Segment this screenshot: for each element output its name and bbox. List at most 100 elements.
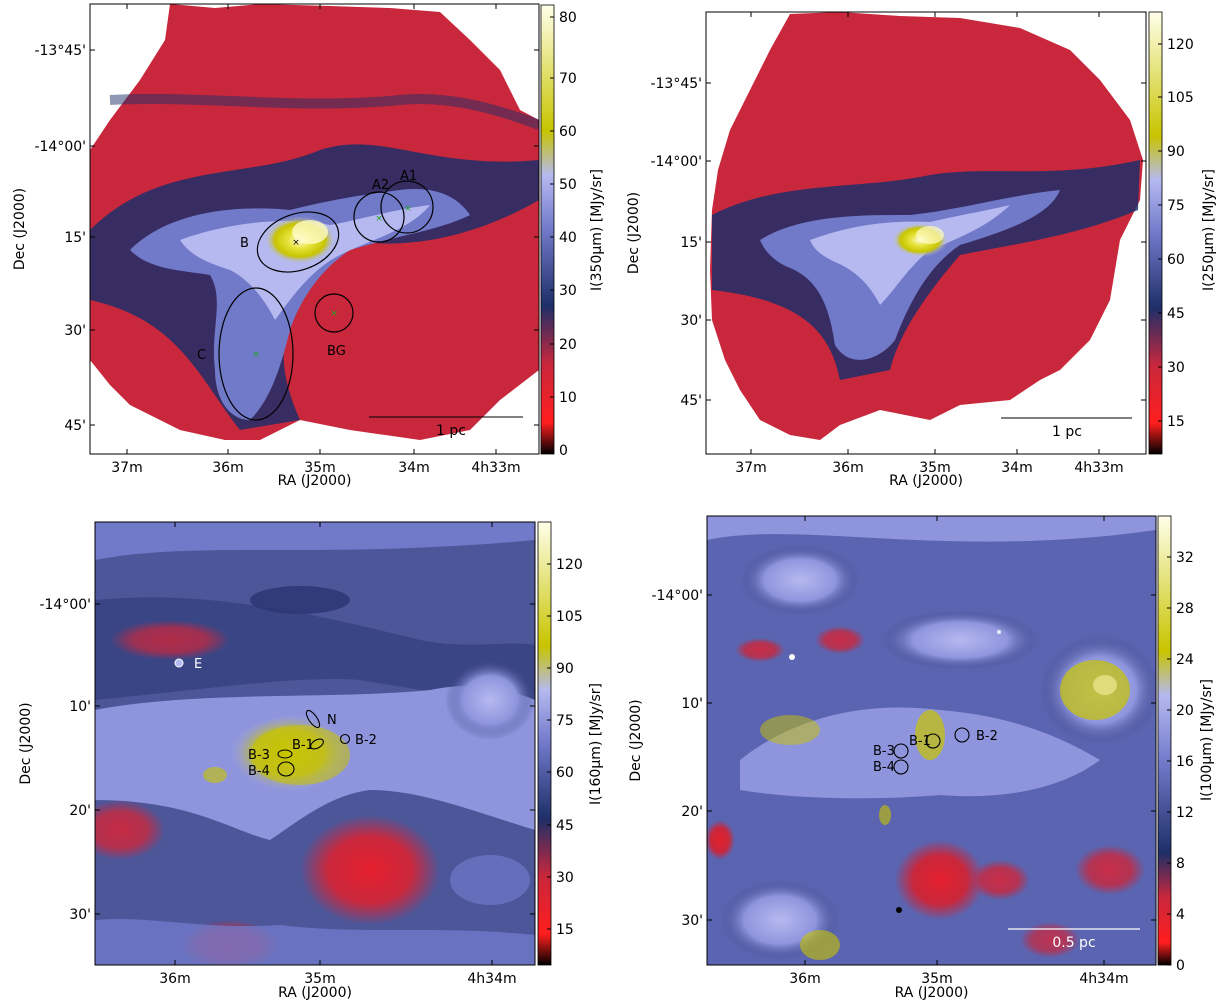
colorbar-tick-label: 30: [559, 283, 577, 299]
colorbar-tick-label: 12: [1176, 805, 1194, 821]
axes: 37m 36m 35m 34m 4h33m -13°45' -14°00' 15' 30' 45'…: [12, 4, 539, 489]
x-axis-label: RA (J2000): [895, 985, 969, 1001]
colorbar-tick-label: 75: [556, 713, 574, 729]
region-label-B-2: B-2: [355, 733, 377, 748]
colorbar-tick-label: 32: [1176, 550, 1194, 566]
colorbar-label: I(350μm) [MJy/sr]: [589, 169, 605, 291]
scalebar-label: 1 pc: [436, 423, 466, 439]
region-B-1-ellipse: [310, 738, 324, 750]
map-100um: [707, 516, 1156, 965]
colorbar-tick-label: 70: [559, 71, 577, 87]
region-label-BG: BG: [327, 344, 346, 359]
colorbar-tick-label: 120: [556, 557, 583, 573]
colorbar-label: I(100μm) [MJy/sr]: [1199, 679, 1215, 801]
x-tick-label: 35m: [304, 460, 335, 476]
region-E-circle: [174, 658, 184, 668]
y-tick-label: 15': [680, 235, 702, 251]
colorbar-ticks: 15 30 45 60 75 90 105 120: [1158, 37, 1194, 430]
x-tick-label: 36m: [832, 460, 863, 476]
marker: ×: [404, 204, 412, 214]
panel-350um: B A1 A2 BG C × × × × × 1 pc 0 10 20 30 40 50 6…: [12, 3, 605, 489]
x-tick-label: 35m: [304, 971, 335, 987]
colorbar-tick-label: 28: [1176, 601, 1194, 617]
y-axis-label: Dec (J2000): [18, 702, 34, 784]
map-160um: [95, 522, 535, 965]
marker: ×: [292, 238, 300, 248]
colorbar-tick-label: 120: [1167, 37, 1194, 53]
map-350um: [90, 4, 539, 440]
region-B-3-ellipse: [277, 749, 293, 759]
region-B-3-circle: [893, 743, 909, 759]
x-tick-label: 36m: [789, 971, 820, 987]
scalebar-label: 1 pc: [1052, 424, 1082, 440]
colorbar-tick-label: 90: [556, 661, 574, 677]
region-label-B-3: B-3: [248, 748, 270, 763]
region-label-B-4: B-4: [873, 760, 895, 775]
colorbar-label: I(160μm) [MJy/sr]: [588, 683, 604, 805]
region-label-B-4: B-4: [248, 764, 270, 779]
colorbar: [537, 521, 552, 966]
colorbar-tick-label: 60: [556, 765, 574, 781]
x-tick-label: 36m: [159, 971, 190, 987]
colorbar-tick-label: 40: [559, 230, 577, 246]
region-A2-circle: [353, 191, 405, 243]
region-label-E: E: [194, 657, 202, 672]
colorbar-ticks: 15 30 45 60 75 90 105 120: [547, 557, 583, 938]
region-B-4-ellipse: [277, 761, 295, 777]
x-tick-label: 37m: [735, 460, 766, 476]
x-tick-label: 36m: [212, 460, 243, 476]
y-tick-label: -14°00': [650, 154, 702, 170]
y-tick-label: 30': [680, 313, 702, 329]
x-axis-label: RA (J2000): [278, 473, 352, 489]
y-tick-label: 30': [681, 913, 703, 929]
y-tick-label: 45': [680, 393, 702, 409]
colorbar-ticks: 0 4 8 12 16 20 24 28 32: [1167, 550, 1194, 974]
colorbar-tick-label: 30: [556, 870, 574, 886]
y-tick-label: -13°45': [34, 43, 86, 59]
marker: ×: [330, 309, 338, 319]
colorbar-tick-label: 0: [1176, 958, 1185, 974]
x-axis-label: RA (J2000): [278, 985, 352, 1001]
colorbar-tick-label: 0: [559, 443, 568, 459]
colorbar-label: I(250μm) [MJy/sr]: [1201, 169, 1217, 291]
y-tick-label: -14°00': [651, 588, 703, 604]
region-B-2-circle: [339, 733, 351, 745]
colorbar-tick-label: 8: [1176, 856, 1185, 872]
y-tick-label: 15': [64, 230, 86, 246]
panel-160um: E N B-1 B-2 B-3 B-4 15 30 45 60 75 90 105 120 I…: [18, 521, 604, 1001]
x-tick-label: 34m: [398, 460, 429, 476]
axes: 37m 36m 35m 34m 4h33m -13°45' -14°00' 15' 30' 45'…: [626, 12, 1146, 489]
colorbar-ticks: 0 10 20 30 40 50 60 70 80: [550, 10, 577, 459]
region-label-B-1: B-1: [909, 734, 931, 749]
region-label-N: N: [327, 713, 337, 728]
x-tick-label: 4h34m: [1079, 971, 1128, 987]
colorbar-tick-label: 45: [1167, 306, 1185, 322]
colorbar-tick-label: 24: [1176, 652, 1194, 668]
region-label-B: B: [240, 236, 249, 251]
colorbar-tick-label: 50: [559, 177, 577, 193]
x-tick-label: 4h33m: [471, 460, 520, 476]
region-label-B-2: B-2: [976, 729, 998, 744]
colorbar-tick-label: 20: [559, 337, 577, 353]
colorbar-tick-label: 105: [556, 609, 583, 625]
y-tick-label: 45': [64, 418, 86, 434]
region-B-1-circle: [925, 733, 941, 749]
x-tick-label: 37m: [111, 460, 142, 476]
colorbar-tick-label: 20: [1176, 703, 1194, 719]
colorbar: [1148, 11, 1163, 455]
axes: 36m 35m 4h34m -14°00' 10' 20' 30' RA (J2000) Dec…: [628, 516, 1156, 1001]
x-axis-label: RA (J2000): [889, 473, 963, 489]
panel-250um: 1 pc 15 30 45 60 75 90 105 120 I(250μm) [MJy/sr…: [626, 11, 1217, 489]
y-tick-label: 10': [69, 699, 91, 715]
region-BG-circle: [314, 293, 354, 333]
y-axis-label: Dec (J2000): [628, 699, 644, 781]
axes: 36m 35m 4h34m -14°00' 10' 20' 30' RA (J2000) Dec…: [18, 522, 535, 1001]
colorbar-tick-label: 10: [559, 390, 577, 406]
x-tick-label: 35m: [921, 971, 952, 987]
region-B-2-circle: [954, 727, 970, 743]
colorbar-tick-label: 4: [1176, 907, 1185, 923]
colorbar-tick-label: 80: [559, 10, 577, 26]
marker: ×: [375, 214, 383, 224]
colorbar-tick-label: 105: [1167, 90, 1194, 106]
colorbar-tick-label: 60: [1167, 252, 1185, 268]
